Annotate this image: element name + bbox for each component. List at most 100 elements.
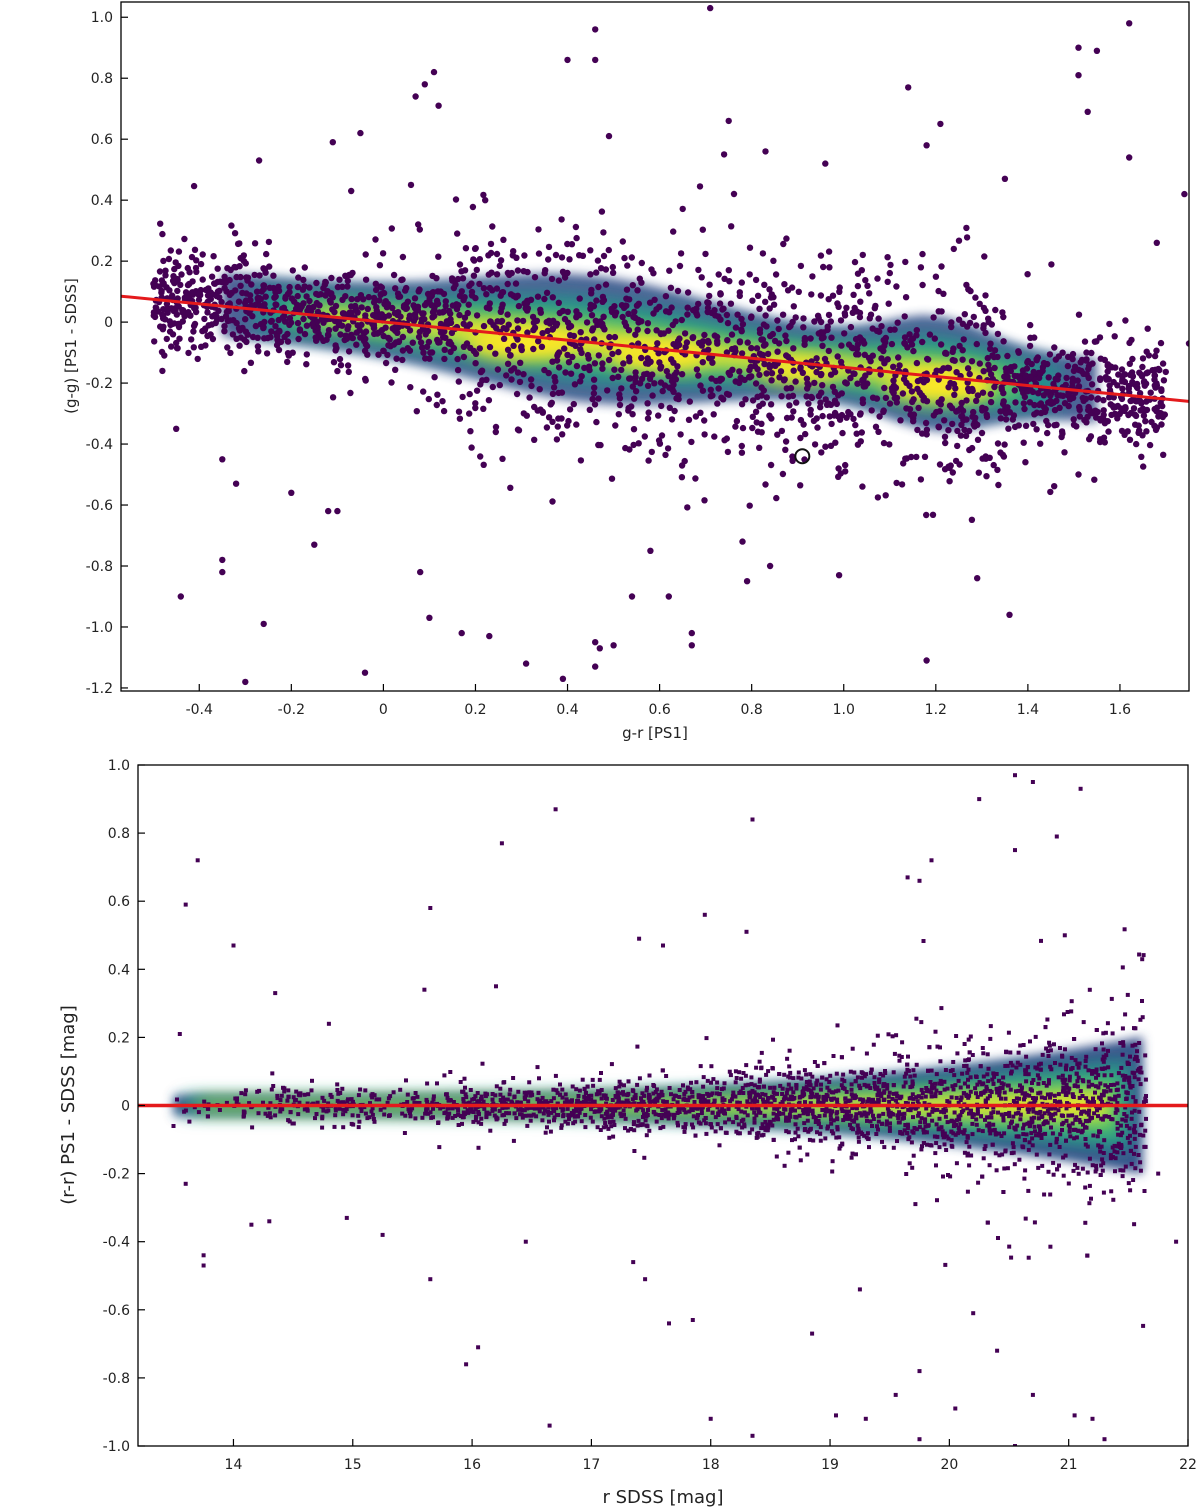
top-scatter-point [504, 269, 512, 277]
bottom-scatter-point [500, 1106, 505, 1110]
bottom-scatter-point [905, 1123, 910, 1128]
top-scatter-point [605, 356, 613, 364]
bottom-scatter-point [410, 1105, 414, 1110]
top-scatter-point [678, 316, 685, 324]
bottom-scatter-point [1022, 1122, 1027, 1127]
top-scatter-point [954, 442, 961, 450]
bottom-scatter-point [599, 1088, 604, 1092]
bottom-scatter-point [502, 1121, 507, 1126]
bottom-scatter-point [565, 1106, 570, 1111]
bottom-scatter-point [333, 1113, 338, 1118]
bottom-scatter-point [910, 1165, 915, 1170]
top-scatter-point [1138, 453, 1145, 460]
bottom-scatter-point [550, 1105, 555, 1110]
top-scatter-point [241, 336, 248, 343]
bottom-scatter-point [481, 1099, 486, 1104]
top-scatter-point [196, 290, 203, 297]
bottom-scatter-point [991, 1071, 996, 1076]
top-scatter-point [615, 373, 622, 380]
bottom-scatter-point [306, 1092, 311, 1097]
top-scatter-point [279, 305, 286, 312]
bottom-scatter-point [937, 1081, 942, 1086]
top-scatter-point [884, 278, 891, 285]
top-scatter-point [776, 374, 783, 381]
top-scatter-point [185, 349, 192, 357]
top-scatter-point [414, 303, 422, 310]
bottom-scatter-point [855, 1130, 860, 1135]
top-scatter-point [1015, 349, 1022, 356]
bottom-scatter-point [1120, 1073, 1125, 1078]
top-scatter-point [517, 359, 524, 366]
bottom-scatter-point [855, 1075, 860, 1080]
bottom-scatter-point [1131, 1178, 1136, 1182]
top-scatter-point [496, 262, 503, 270]
top-scatter-point [716, 377, 724, 384]
bottom-scatter-point [1066, 1113, 1071, 1118]
top-scatter-point [535, 338, 542, 345]
top-scatter-point [746, 244, 754, 251]
top-scatter-point [754, 393, 761, 400]
top-scatter-point [756, 326, 764, 333]
bottom-scatter-point [837, 1135, 842, 1140]
bottom-scatter-point [856, 1139, 861, 1144]
top-scatter-point [974, 436, 982, 443]
bottom-scatter-point [865, 1099, 870, 1104]
top-scatter-point [874, 494, 882, 501]
top-scatter-point [861, 340, 868, 347]
top-scatter-point [886, 400, 894, 407]
top-scatter-point [375, 351, 382, 358]
bottom-scatter-point [233, 1096, 238, 1101]
top-outlier-point [592, 56, 599, 64]
top-scatter-point [458, 268, 465, 275]
bottom-scatter-point [437, 1145, 442, 1150]
bottom-scatter-point [983, 1089, 988, 1094]
top-scatter-point [370, 322, 378, 329]
top-scatter-point [1158, 421, 1165, 428]
bottom-scatter-point [512, 1095, 517, 1100]
top-scatter-point [960, 336, 967, 343]
top-scatter-point [560, 270, 568, 277]
top-scatter-point [1116, 410, 1124, 417]
top-scatter-point [699, 226, 706, 233]
bottom-scatter-point [1111, 1197, 1116, 1202]
bottom-scatter-point [966, 1067, 971, 1072]
bottom-scatter-point [663, 1107, 668, 1112]
bottom-scatter-point [386, 1096, 391, 1101]
top-scatter-point [852, 335, 860, 343]
top-scatter-point [874, 275, 881, 282]
top-scatter-point [926, 331, 934, 338]
top-scatter-point [1126, 436, 1134, 443]
top-scatter-point [242, 260, 249, 267]
top-scatter-point [737, 374, 744, 381]
top-scatter-point [973, 322, 980, 329]
bottom-scatter-point [1010, 1141, 1015, 1146]
bottom-scatter-point [910, 1129, 915, 1134]
bottom-scatter-point [647, 1128, 652, 1133]
bottom-scatter-point [1017, 1157, 1022, 1162]
bottom-scatter-point [702, 1101, 707, 1106]
bottom-scatter-point [888, 1121, 892, 1126]
top-scatter-point [448, 329, 456, 337]
top-scatter-point [1070, 416, 1077, 423]
bottom-scatter-point [759, 1126, 764, 1131]
bottom-scatter-point [835, 1097, 840, 1102]
top-scatter-point [884, 254, 891, 261]
bottom-scatter-point [1072, 1136, 1077, 1141]
bottom-scatter-point [286, 1094, 291, 1099]
top-scatter-point [949, 469, 956, 476]
bottom-scatter-point [463, 1092, 468, 1097]
top-y-tick-label: 0.6 [91, 132, 113, 148]
bottom-scatter-point [187, 1119, 192, 1124]
bottom-scatter-point [682, 1092, 687, 1096]
bottom-scatter-point [1047, 1078, 1051, 1083]
top-scatter-point [790, 408, 797, 415]
bottom-scatter-point [753, 1096, 758, 1101]
top-scatter-point [256, 272, 263, 279]
top-scatter-point [894, 319, 901, 326]
top-scatter-point [1023, 365, 1031, 372]
top-scatter-point [823, 401, 831, 408]
top-scatter-point [549, 358, 556, 365]
top-scatter-point [465, 301, 472, 308]
top-scatter-point [266, 263, 273, 270]
bottom-scatter-point [534, 1114, 539, 1119]
